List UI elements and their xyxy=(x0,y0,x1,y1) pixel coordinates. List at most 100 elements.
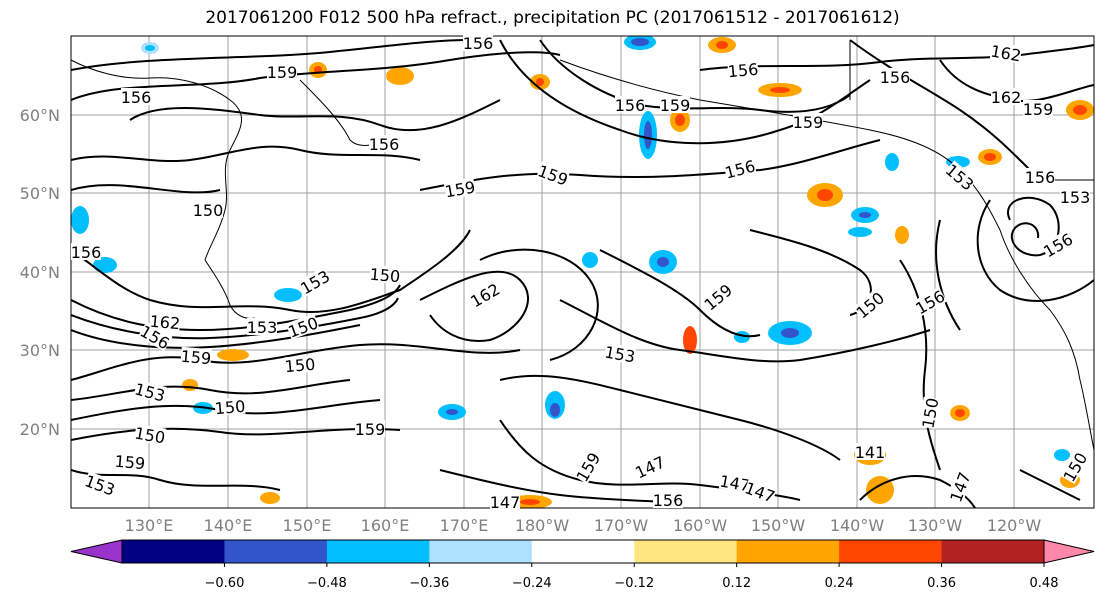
coastline-japan xyxy=(204,259,256,319)
contour-label-bg xyxy=(149,311,181,332)
contour-label-bg xyxy=(852,288,887,321)
contour-label: 159 xyxy=(267,63,298,82)
precip-blob-positive xyxy=(895,226,909,244)
contour-label: 162 xyxy=(991,88,1022,107)
contour-label-bg xyxy=(490,493,520,510)
precip-blob-positive xyxy=(807,183,843,207)
contour-line xyxy=(71,51,561,101)
precip-blob-positive xyxy=(217,349,249,361)
contour-line xyxy=(71,229,471,313)
contour-label-bg xyxy=(443,177,477,200)
colorbar-segment xyxy=(531,540,635,563)
contour-label-bg xyxy=(247,318,277,335)
contour-label-bg xyxy=(727,59,759,80)
precip-blob-positive xyxy=(978,149,1002,165)
precip-blob-positive xyxy=(866,476,894,504)
contour-label: 159 xyxy=(114,452,146,474)
lon-label: 180°W xyxy=(515,516,570,535)
contour-label-bg xyxy=(1025,168,1055,185)
contour-label-bg xyxy=(267,63,297,80)
precip-blob-positive xyxy=(683,326,697,354)
contour-label-bg xyxy=(572,449,603,484)
precip-blob-positive xyxy=(670,108,690,132)
contour-label: 141 xyxy=(855,443,886,462)
precipitation-shading xyxy=(71,36,1094,508)
contour-label: 153 xyxy=(247,318,278,337)
contour-label-bg xyxy=(700,280,735,313)
map-border xyxy=(70,35,1095,509)
contour-label-bg xyxy=(133,379,167,404)
precip-blob-positive xyxy=(530,74,550,90)
contour-label-bg xyxy=(603,342,637,365)
precip-blob-positive xyxy=(758,83,802,97)
precip-blob-positive xyxy=(309,62,327,78)
lat-label: 40°N xyxy=(20,263,60,282)
contour-label: 162 xyxy=(149,312,181,334)
precip-blob-negative xyxy=(71,206,89,234)
contour-label-bg xyxy=(536,161,571,188)
contour-label-bg xyxy=(214,396,246,417)
contour-label: 156 xyxy=(121,88,152,107)
lon-label: 140°W xyxy=(830,516,885,535)
contour-label: 159 xyxy=(660,96,691,115)
contour-label: 159 xyxy=(1023,100,1054,119)
contour-line xyxy=(419,270,530,342)
contour-label: 156 xyxy=(653,491,684,510)
colorbar-tick-label: 0.36 xyxy=(927,576,956,591)
contour-label: 156 xyxy=(71,243,102,262)
precip-blob-positive xyxy=(1066,100,1094,120)
colorbar-tick-label: 0.12 xyxy=(722,576,751,591)
precip-blob-negative xyxy=(545,391,565,419)
contour-label-bg xyxy=(855,443,885,460)
colorbar-tick-label: 0.24 xyxy=(825,576,854,591)
colorbar-tick-label: −0.48 xyxy=(307,576,347,591)
lon-label: 160°E xyxy=(361,516,410,535)
contour-label-bg xyxy=(297,266,332,297)
contour-label-bg xyxy=(121,88,151,105)
contour-line xyxy=(859,475,976,508)
contour-label: 159 xyxy=(793,113,824,132)
precip-blob-negative xyxy=(848,227,872,237)
contour-label-bg xyxy=(1059,449,1090,484)
contour-label: 147 xyxy=(490,493,521,512)
contour-label: 156 xyxy=(369,135,400,154)
contour-line xyxy=(499,39,871,145)
contour-line xyxy=(976,199,1094,302)
colorbar-frame xyxy=(121,539,1045,564)
lon-label: 130°E xyxy=(125,516,174,535)
precip-blob-negative xyxy=(1054,449,1070,461)
contour-label: 150 xyxy=(193,201,224,220)
colorbar-segment xyxy=(839,540,943,563)
colorbar-tick-label: 0.48 xyxy=(1030,576,1059,591)
contour-label: 156 xyxy=(727,60,759,82)
colorbar: −0.60 −0.48 −0.36 −0.24 −0.12 0.12 0.24 0.36 0.4… xyxy=(70,539,1095,591)
contour-label: 156 xyxy=(463,34,494,53)
contour-label: 156 xyxy=(1025,168,1056,187)
contour-label-bg xyxy=(369,135,399,152)
coastline-na-west xyxy=(999,229,1094,451)
contour-line xyxy=(599,249,761,338)
lon-label: 170°W xyxy=(594,516,649,535)
colorbar-segment xyxy=(941,540,1045,563)
precip-blob-negative xyxy=(582,252,598,268)
contour-label: 159 xyxy=(180,347,212,369)
contour-line xyxy=(479,248,599,361)
contour-line xyxy=(71,324,361,349)
contour-label: 150 xyxy=(284,355,316,377)
lon-label: 140°E xyxy=(204,516,253,535)
contour-label-bg xyxy=(467,279,502,310)
contour-label-bg xyxy=(1040,229,1075,260)
contour-label-bg xyxy=(83,471,118,498)
colorbar-tick-label: −0.24 xyxy=(512,576,552,591)
contour-label-bg xyxy=(723,156,757,181)
contour-label-bg xyxy=(653,491,683,508)
contour-label-bg xyxy=(880,68,910,85)
contour-label-bg xyxy=(912,286,947,317)
contour-line xyxy=(71,427,401,441)
contour-line xyxy=(439,469,681,504)
contour-label: 150 xyxy=(369,265,401,287)
precip-blob-negative xyxy=(885,153,899,171)
contour-label-bg xyxy=(632,452,667,481)
contour-line xyxy=(129,99,501,132)
